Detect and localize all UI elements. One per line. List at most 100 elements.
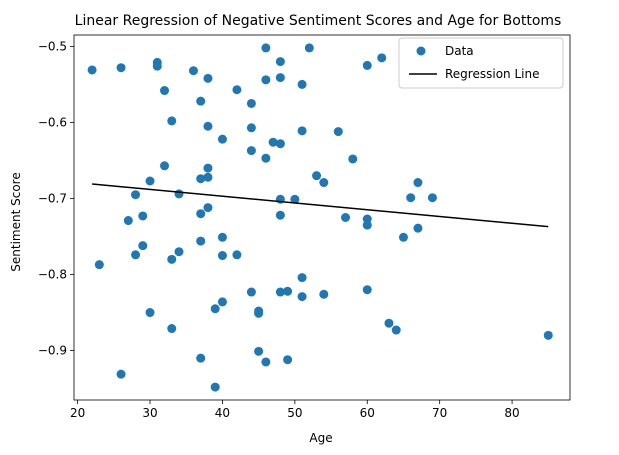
data-point [217,297,227,307]
data-point [413,223,423,233]
y-tick-label: −0.7 [38,191,67,205]
data-point [261,357,271,367]
regression-line [92,183,549,228]
data-point [261,153,271,163]
data-point [131,250,141,260]
data-point [203,172,213,182]
data-point [275,139,285,149]
data-point [304,43,314,53]
data-point [297,126,307,136]
data-point [362,285,372,295]
data-point [167,324,177,334]
data-point [246,123,256,133]
data-point [196,96,206,106]
data-point [290,194,300,204]
y-tick-label: −0.8 [38,268,67,282]
data-point [174,247,184,257]
data-point [145,176,155,186]
data-point [333,127,343,137]
data-point [362,60,372,70]
data-point [543,330,553,340]
data-point [232,85,242,95]
data-point [196,209,206,219]
data-point [312,171,322,181]
data-point [384,318,394,328]
y-tick-label: −0.5 [38,39,67,53]
x-axis-label: Age [309,431,332,445]
x-tick-label: 50 [287,406,302,420]
data-point [167,116,177,126]
data-point [319,289,329,299]
data-point [94,260,104,270]
legend-marker-data [416,46,426,56]
data-point [145,308,155,318]
data-point [413,178,423,188]
data-point [341,213,351,222]
data-point [203,121,213,131]
data-point [427,193,437,203]
data-point [116,63,126,73]
data-point [174,189,184,199]
data-point [196,174,206,184]
legend-label-regression: Regression Line [445,67,539,81]
y-tick-label: −0.6 [38,115,67,129]
data-point [196,353,206,363]
x-tick-label: 70 [432,406,447,420]
x-tick-label: 80 [504,406,519,420]
plot-area: 20 30 40 50 60 70 80 −0.9 −0.8 −0.7 −0.6 −0.5 Data Re… [38,34,571,420]
data-point [217,232,227,242]
data-point [254,346,264,356]
data-point [210,382,220,392]
data-point [283,286,293,296]
data-point [297,292,307,302]
data-point [362,220,372,230]
data-point [283,355,293,365]
legend-box [398,37,564,89]
data-point [246,146,256,156]
x-tick-label: 60 [360,406,375,420]
data-point [348,154,358,164]
y-tick-label: −0.9 [38,344,67,358]
data-point [196,236,206,246]
data-point [152,61,162,71]
data-point [167,254,177,264]
data-point [203,73,213,83]
data-point [275,57,285,67]
x-tick-label: 30 [142,406,157,420]
data-point [254,308,264,318]
data-point [188,66,198,76]
data-point [275,287,285,297]
data-point [217,251,227,261]
data-point [297,79,307,89]
data-point [232,250,242,260]
data-point [203,203,213,213]
data-point [160,161,170,171]
data-point [138,211,148,221]
data-point [246,287,256,297]
chart-title: Linear Regression of Negative Sentiment … [75,13,562,29]
data-point [210,304,220,314]
data-point [275,73,285,83]
data-point [203,163,213,173]
data-point [261,43,271,53]
axes-frame [73,34,571,401]
data-point [246,98,256,108]
y-axis-label: Sentiment Score [9,172,23,271]
data-point [377,53,387,63]
data-point [297,273,307,283]
data-point [138,241,148,251]
legend-label-data: Data [445,44,474,58]
x-tick-label: 20 [70,406,85,420]
data-point [268,137,278,147]
data-point [131,190,141,200]
x-tick-label: 40 [215,406,230,420]
data-point [406,193,416,203]
data-point [391,325,401,335]
data-point [275,210,285,220]
data-point [116,369,126,379]
data-point [398,232,408,242]
data-point [123,216,133,226]
data-point [87,65,97,75]
